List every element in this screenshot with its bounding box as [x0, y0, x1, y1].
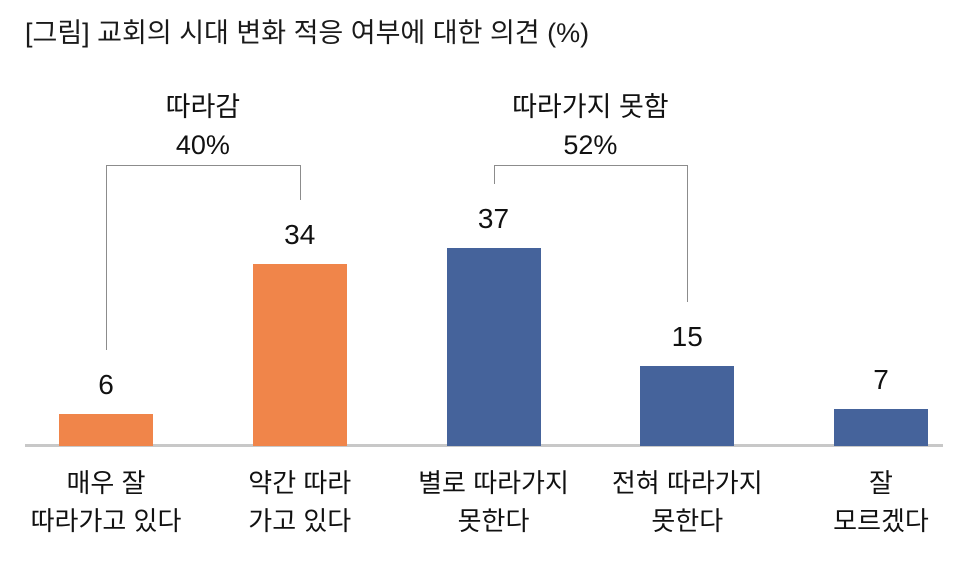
bar	[59, 414, 153, 446]
bracket-top-line	[493, 165, 688, 166]
bracket-group-label: 따라감 40%	[165, 92, 241, 160]
chart-title: [그림] 교회의 시대 변화 적응 여부에 대한 의견 (%)	[25, 18, 590, 48]
bracket-group-label: 따라가지 못함 52%	[512, 92, 669, 160]
bar-value-label: 34	[284, 219, 316, 250]
category-label: 전혀 따라가지 못한다	[611, 468, 763, 536]
bar	[252, 264, 347, 446]
bar-value-label: 6	[98, 369, 114, 400]
bracket-left-line	[106, 165, 107, 350]
bar	[640, 366, 735, 446]
bracket-right-line	[299, 165, 301, 200]
category-label: 잘 모르겠다	[833, 468, 929, 536]
bar	[446, 248, 541, 446]
category-label: 별로 따라가지 못한다	[418, 468, 569, 536]
bar-value-label: 37	[477, 203, 510, 234]
bar-value-label: 15	[671, 321, 703, 352]
category-label: 매우 잘 따라가고 있다	[30, 468, 182, 536]
bar-value-label: 7	[873, 364, 889, 395]
category-label: 약간 따라 가고 있다	[248, 468, 352, 536]
bracket-top-line	[106, 165, 300, 166]
bracket-right-line	[687, 165, 689, 302]
bracket-left-line	[493, 165, 495, 184]
bar	[834, 409, 928, 446]
